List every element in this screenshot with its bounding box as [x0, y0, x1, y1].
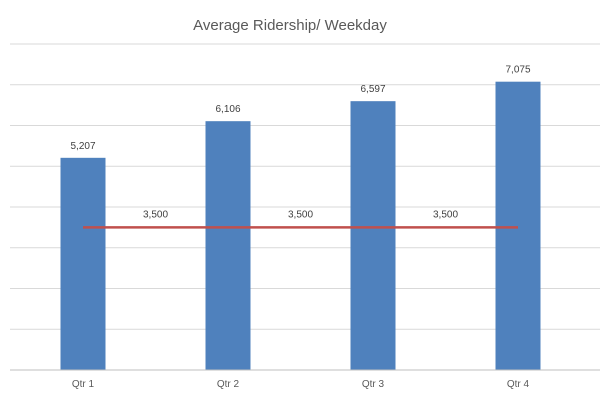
bar-data-label: 7,075 [505, 65, 530, 76]
bar-data-label: 6,597 [360, 84, 385, 95]
x-tick-label: Qtr 3 [362, 379, 385, 390]
chart-title: Average Ridership/ Weekday [193, 17, 387, 34]
target-data-label: 3,500 [143, 209, 168, 220]
bar [350, 101, 396, 371]
x-tick-label: Qtr 4 [507, 379, 530, 390]
bar [205, 121, 251, 370]
bar-data-label: 5,207 [70, 141, 95, 152]
x-tick-label: Qtr 2 [217, 379, 240, 390]
bar-series [60, 81, 541, 371]
bar-data-labels: 5,207 6,106 6,597 7,075 [70, 65, 530, 152]
x-axis-tick-labels: Qtr 1 Qtr 2 Qtr 3 Qtr 4 [72, 379, 530, 390]
target-data-label: 3,500 [288, 209, 313, 220]
x-tick-label: Qtr 1 [72, 379, 95, 390]
bar [495, 81, 541, 370]
target-data-labels: 3,500 3,500 3,500 [143, 209, 458, 220]
target-data-label: 3,500 [433, 209, 458, 220]
gridlines [10, 43, 600, 330]
bar-data-label: 6,106 [215, 104, 240, 115]
bar [60, 157, 106, 370]
